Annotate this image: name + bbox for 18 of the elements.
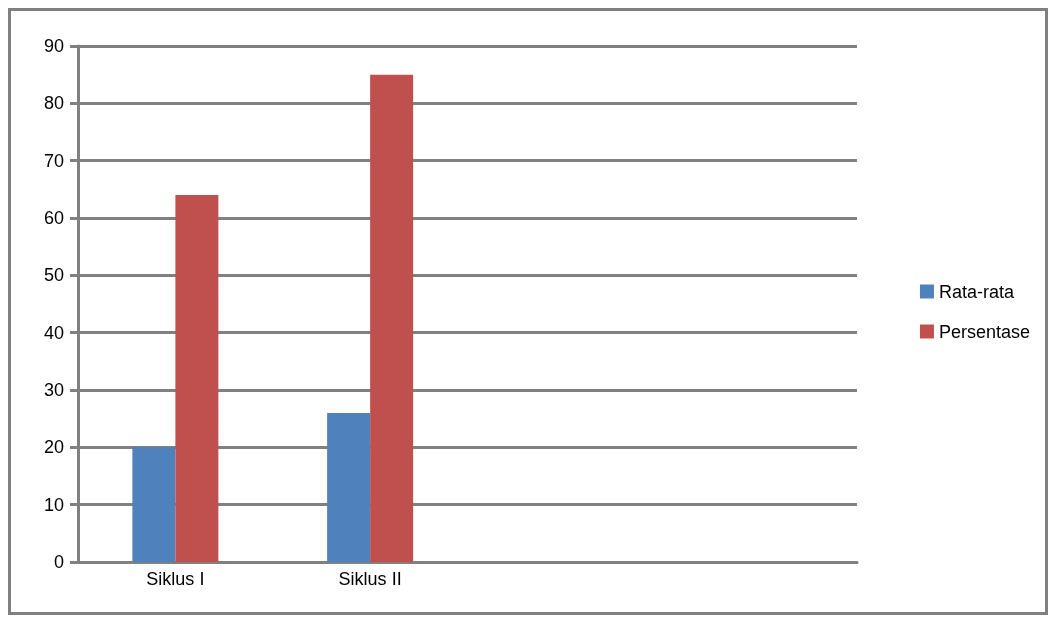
y-tick-label: 70 (43, 150, 64, 171)
bar (175, 195, 219, 562)
y-tick-label: 50 (43, 265, 64, 286)
y-tick-label: 0 (53, 552, 64, 572)
y-tick-label: 40 (43, 322, 64, 343)
y-tick-label: 80 (43, 93, 64, 114)
bar (132, 447, 176, 562)
legend-label: Rata-rata (938, 281, 1015, 302)
y-tick-label: 90 (43, 36, 64, 56)
x-tick-label: Siklus I (146, 569, 205, 589)
y-tick-label: 10 (43, 494, 64, 515)
y-tick-label: 30 (43, 380, 64, 400)
x-tick-label: Siklus II (338, 569, 402, 589)
legend-label: Persentase (938, 321, 1031, 342)
y-tick-label: 20 (43, 437, 64, 458)
bar (327, 412, 371, 562)
bar (370, 74, 414, 562)
y-tick-label: 60 (43, 208, 64, 228)
